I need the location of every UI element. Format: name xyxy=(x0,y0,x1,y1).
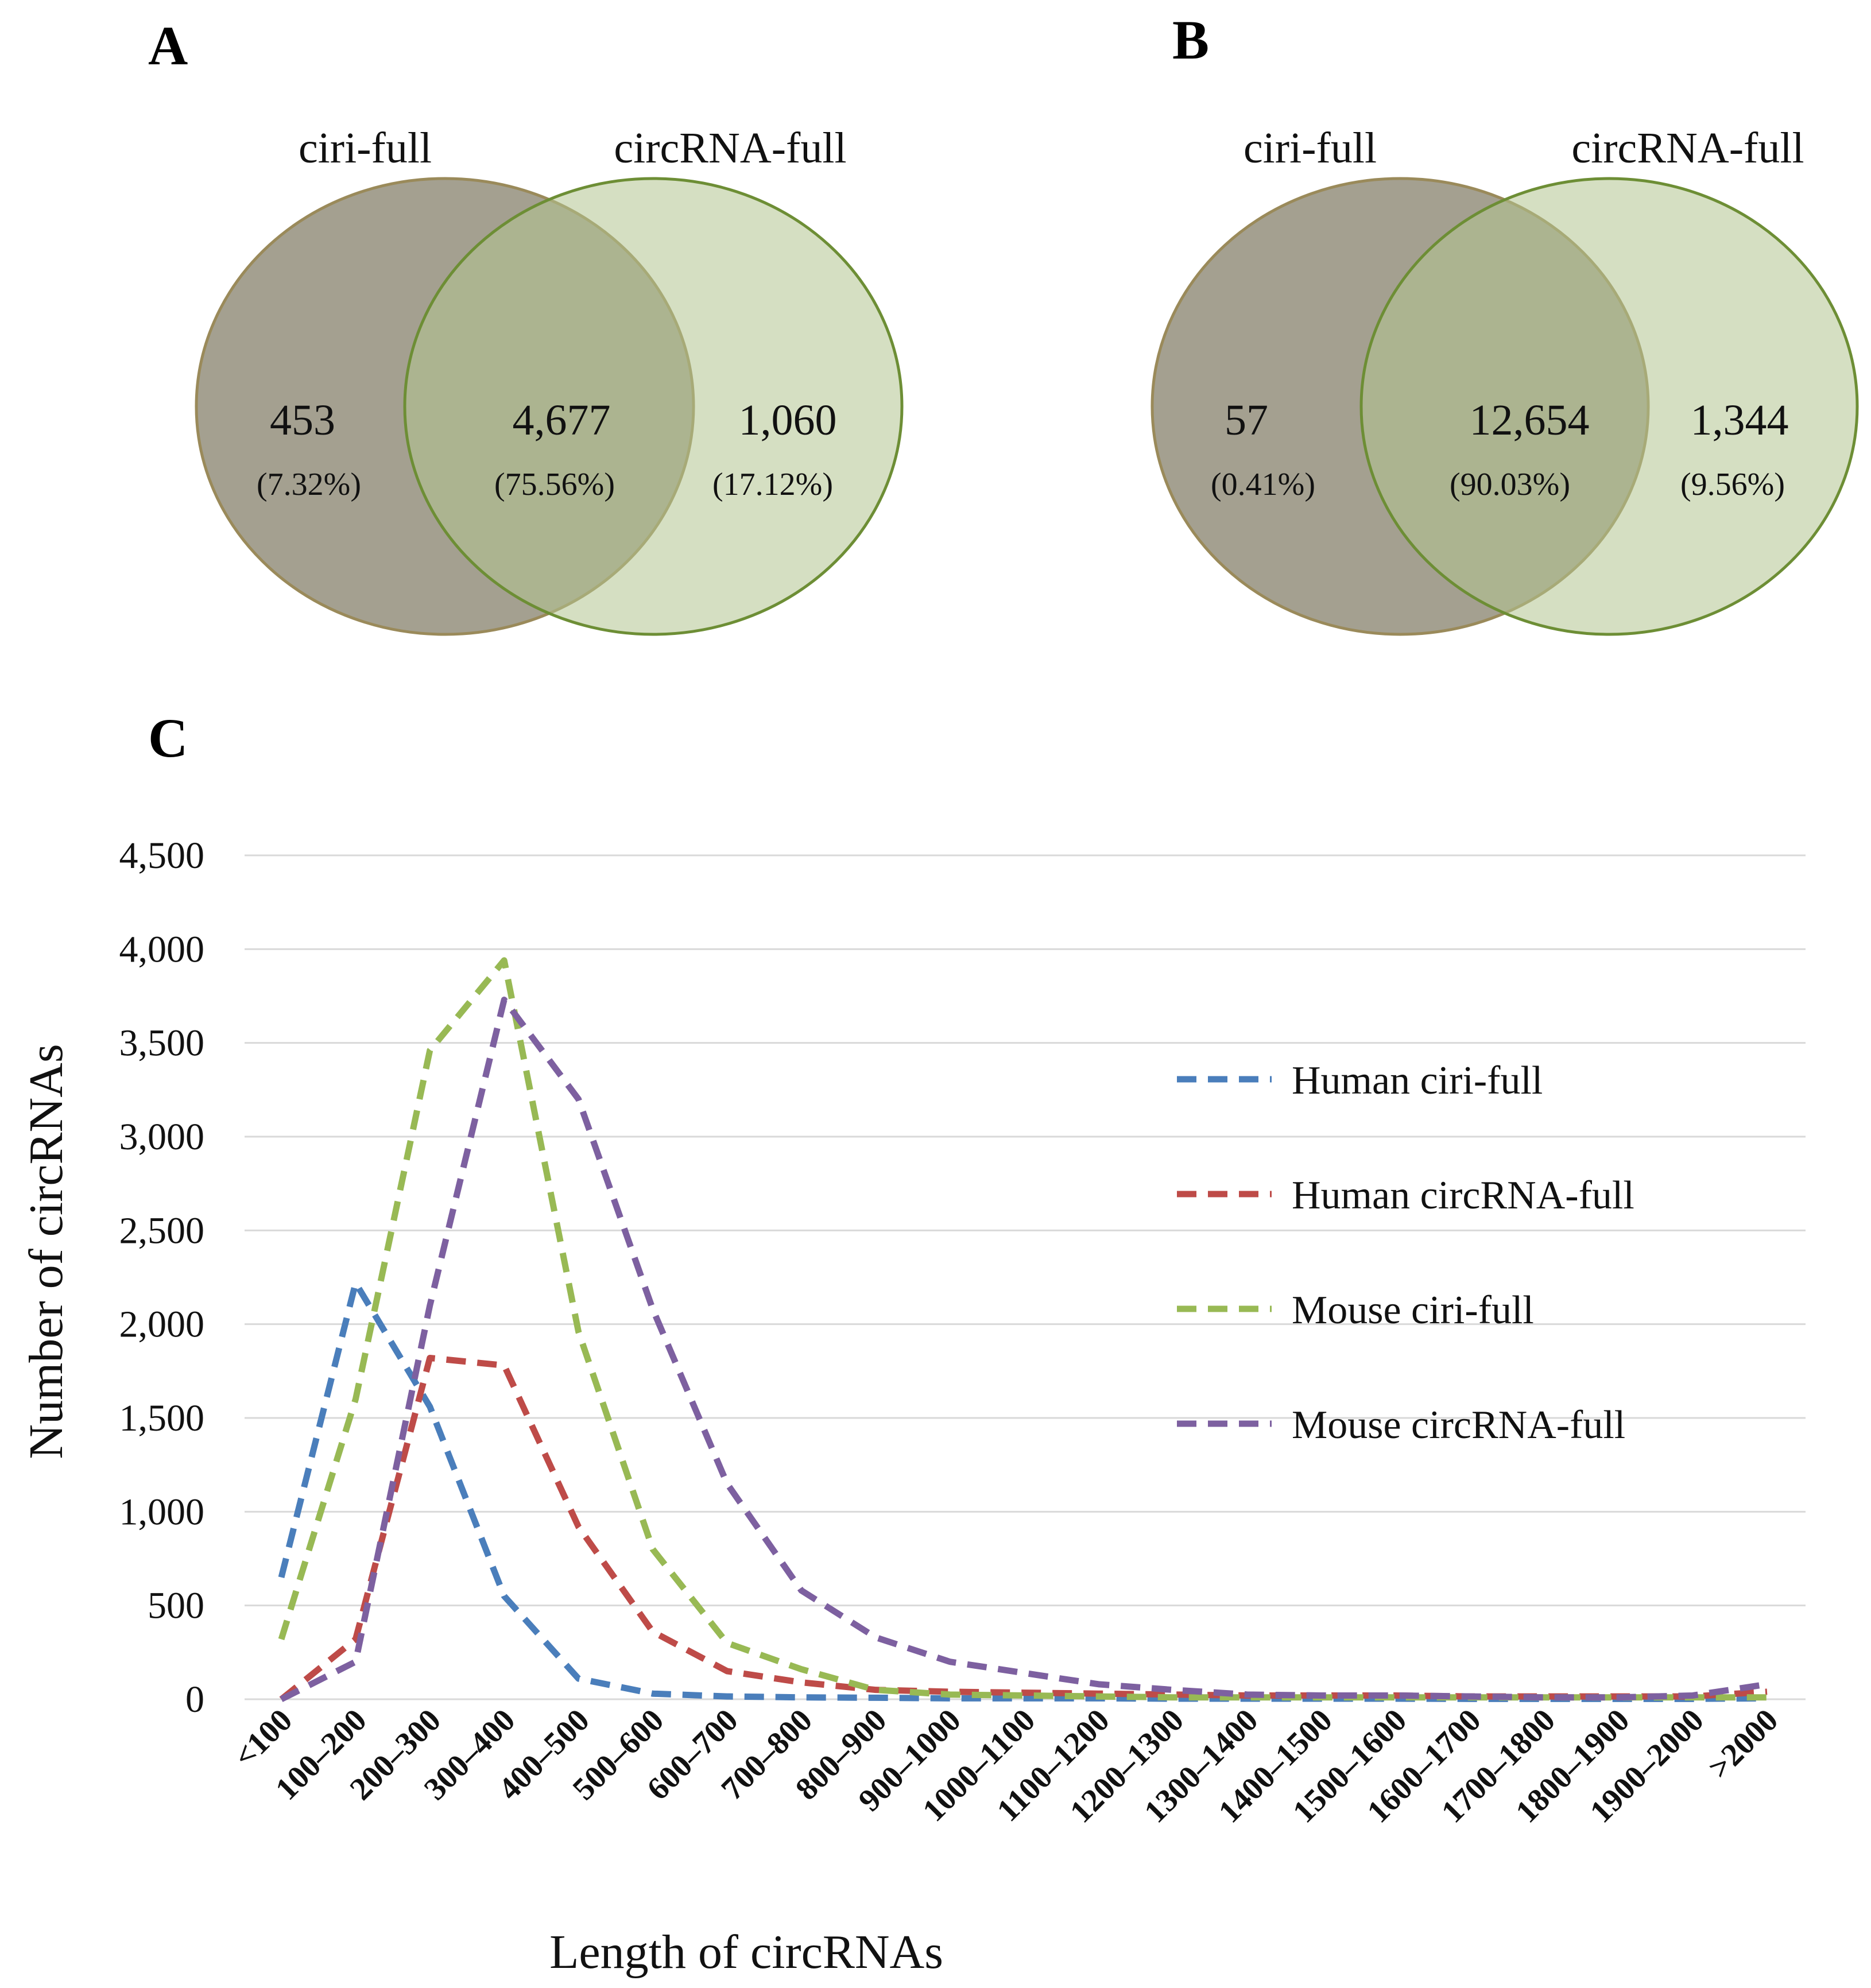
y-tick-label: 3,000 xyxy=(119,1116,205,1158)
panel-a-letter: A xyxy=(148,15,188,76)
series-line-human-circrna-full xyxy=(279,1354,1768,1702)
chart-y-ticks: 0 500 1,000 1,500 2,000 2,500 3,000 3,500 4,000 4… xyxy=(119,835,205,1720)
panel-a: A ciri-full circRNA-full 453 (7.32%) 4,6… xyxy=(148,15,904,636)
series-line-mouse-ciri-full xyxy=(278,957,1767,1701)
y-tick-label: 1,000 xyxy=(119,1491,205,1533)
legend-label: Mouse ciri-full xyxy=(1292,1288,1534,1332)
y-tick-label: 3,500 xyxy=(119,1022,205,1064)
venn-a-right-label: circRNA-full xyxy=(614,124,846,172)
venn-a-right-pct: (17.12%) xyxy=(712,467,833,502)
legend-label: Human circRNA-full xyxy=(1292,1173,1634,1218)
y-tick-label: 4,000 xyxy=(119,928,205,970)
y-tick-label: 4,500 xyxy=(119,835,205,877)
venn-b-left-label: ciri-full xyxy=(1244,124,1377,172)
panel-b: B ciri-full circRNA-full 57 (0.41%) 12,6… xyxy=(1151,9,1859,636)
y-tick-label: 500 xyxy=(148,1585,204,1627)
chart-legend: Human ciri-full Human circRNA-full Mouse c… xyxy=(1177,1059,1634,1447)
legend-label: Mouse circRNA-full xyxy=(1292,1403,1625,1447)
y-tick-label: 2,500 xyxy=(119,1210,205,1251)
series-line-mouse-circrna-full xyxy=(280,997,1768,1702)
legend-label: Human ciri-full xyxy=(1292,1059,1543,1103)
venn-a-left-pct: (7.32%) xyxy=(257,467,361,502)
x-axis-title: Length of circRNAs xyxy=(549,1925,943,1979)
y-tick-label: 2,000 xyxy=(119,1304,205,1346)
venn-b-left-count: 57 xyxy=(1225,396,1268,444)
x-tick-label: >2000 xyxy=(1702,1702,1785,1786)
panel-b-letter: B xyxy=(1172,9,1209,71)
panel-c: C 0 500 1,000 1,500 2,000 2,500 3,000 3,500 4,00… xyxy=(20,707,1806,1979)
venn-b-right-pct: (9.56%) xyxy=(1680,467,1785,502)
venn-a-left-label: ciri-full xyxy=(299,124,432,172)
venn-b-left-pct: (0.41%) xyxy=(1211,467,1315,502)
venn-b-overlap-pct: (90.03%) xyxy=(1450,467,1570,502)
venn-a-right-circle xyxy=(403,177,904,636)
chart-gridlines xyxy=(245,854,1806,1700)
venn-a-overlap-pct: (75.56%) xyxy=(494,467,615,502)
venn-b-right-circle xyxy=(1359,177,1859,636)
venn-a-left-count: 453 xyxy=(270,396,335,444)
venn-b-right-count: 1,344 xyxy=(1691,396,1789,444)
series-line-human-ciri-full xyxy=(278,1280,1768,1702)
venn-a-overlap-count: 4,677 xyxy=(513,396,611,444)
panel-c-letter: C xyxy=(148,707,188,769)
chart-x-ticks: <100100–200200–300300–400400–500500–6006… xyxy=(227,1702,1785,1830)
venn-b-overlap-count: 12,654 xyxy=(1470,396,1590,444)
venn-b-right-label: circRNA-full xyxy=(1571,124,1804,172)
y-tick-label: 0 xyxy=(185,1679,204,1720)
y-tick-label: 1,500 xyxy=(119,1397,205,1439)
chart-series xyxy=(278,957,1768,1702)
venn-a-right-count: 1,060 xyxy=(739,396,837,444)
y-axis-title: Number of circRNAs xyxy=(20,1044,73,1459)
